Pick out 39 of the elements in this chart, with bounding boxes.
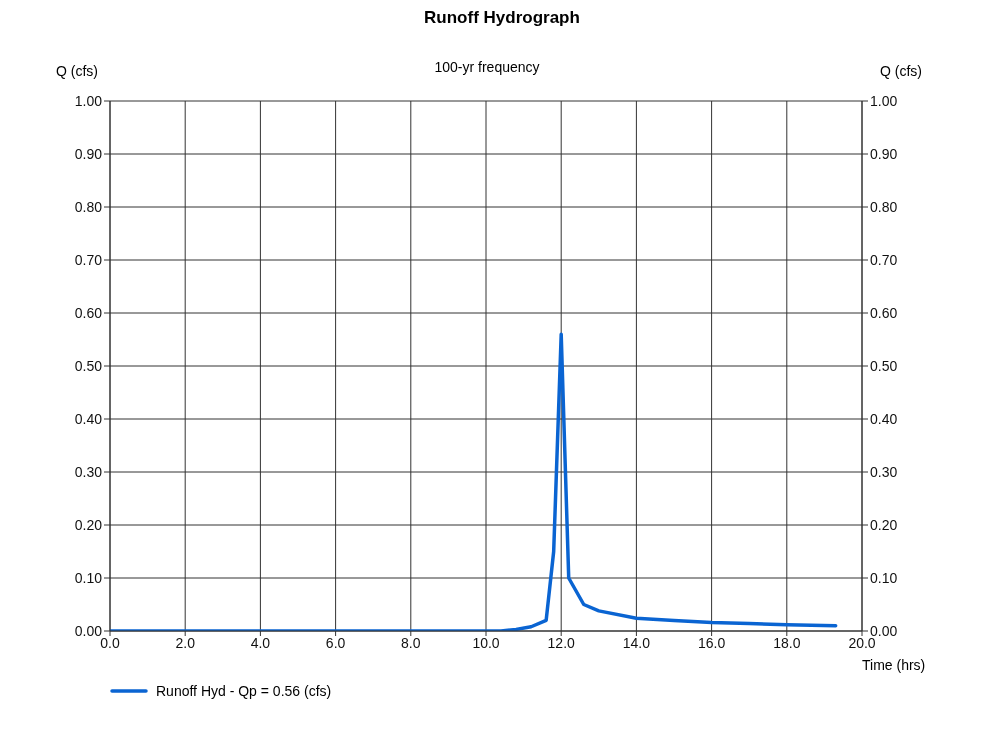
y2-axis-title: Q (cfs) (880, 63, 922, 79)
y-tick-label: 0.80 (74, 198, 103, 215)
y2-tick-label: 0.60 (870, 304, 898, 321)
y-tick-label: 0.00 (74, 622, 103, 639)
y2-tick-label: 0.30 (870, 463, 898, 480)
legend-label: Runoff Hyd - Qp = 0.56 (cfs) (156, 683, 332, 699)
y-tick-label: 0.30 (74, 463, 103, 480)
x-tick-label: 8.0 (401, 634, 421, 651)
x-tick-label: 12.0 (547, 634, 576, 651)
x-tick-label: 2.0 (175, 634, 196, 651)
x-tick-label: 18.0 (773, 634, 801, 651)
x-tick-label: 4.0 (250, 634, 271, 651)
y-tick-label: 0.20 (74, 516, 103, 533)
x-tick-label: 0.0 (100, 634, 120, 651)
y2-tick-label: 1.00 (870, 92, 898, 109)
y2-tick-label: 0.10 (870, 569, 898, 586)
x-tick-label: 10.0 (472, 634, 500, 651)
y2-tick-label: 0.80 (870, 198, 898, 215)
y2-tick-label: 0.70 (870, 251, 898, 268)
y-tick-label: 1.00 (74, 92, 103, 109)
line-series (110, 332, 838, 631)
x-tick-label: 14.0 (622, 634, 651, 651)
y-axis-title: Q (cfs) (56, 63, 98, 79)
y2-tick-label: 0.50 (870, 357, 898, 374)
chart-title: Runoff Hydrograph (423, 8, 581, 28)
y-tick-label: 0.50 (74, 357, 103, 374)
chart-subtitle: 100-yr frequency (434, 59, 540, 75)
y-tick-label: 0.10 (74, 569, 103, 586)
x-axis-title: Time (hrs) (862, 657, 926, 673)
y-tick-label: 0.60 (74, 304, 103, 321)
y2-tick-label: 0.90 (870, 145, 898, 162)
y-tick-label: 0.90 (74, 145, 103, 162)
y2-tick-label: 0.20 (870, 516, 898, 533)
y-tick-label: 0.40 (74, 410, 103, 427)
x-tick-label: 16.0 (697, 634, 726, 651)
y-tick-label: 0.70 (74, 251, 103, 268)
y2-tick-label: 0.40 (870, 410, 898, 427)
x-tick-label: 6.0 (325, 634, 346, 651)
y2-tick-label: 0.00 (870, 622, 898, 639)
